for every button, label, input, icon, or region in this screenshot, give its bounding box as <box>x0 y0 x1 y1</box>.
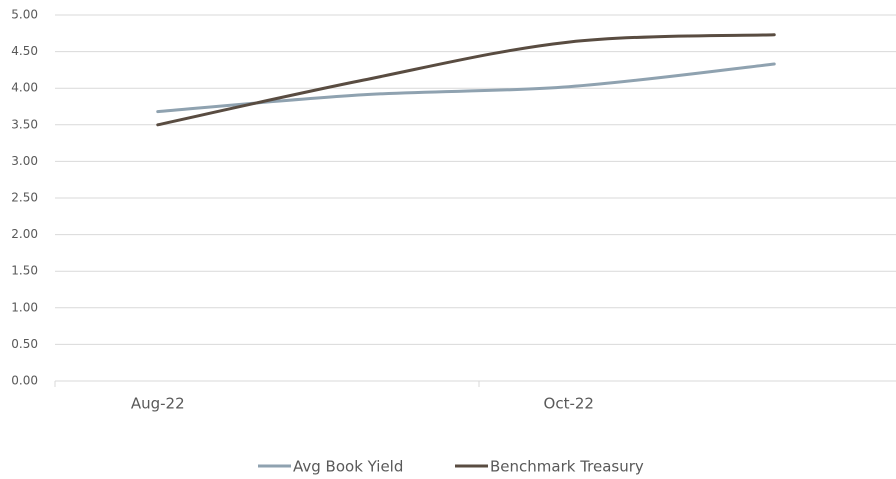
y-tick-label: 2.00 <box>11 227 38 241</box>
y-tick-label: 4.50 <box>11 44 38 58</box>
y-tick-label: 0.50 <box>11 337 38 351</box>
x-tick-label: Oct-22 <box>544 395 594 413</box>
series-line <box>156 33 776 127</box>
y-tick-label: 5.00 <box>11 8 38 22</box>
y-tick-label: 3.50 <box>11 117 38 131</box>
y-tick-label: 4.00 <box>11 81 38 95</box>
y-tick-label: 3.00 <box>11 154 38 168</box>
x-tick-label: Aug-22 <box>131 395 185 413</box>
y-tick-label: 2.50 <box>11 191 38 205</box>
legend-label: Avg Book Yield <box>293 458 403 476</box>
legend-label: Benchmark Treasury <box>490 458 644 476</box>
y-tick-label: 1.00 <box>11 300 38 314</box>
y-tick-label: 0.00 <box>11 374 38 388</box>
y-tick-label: 1.50 <box>11 264 38 278</box>
